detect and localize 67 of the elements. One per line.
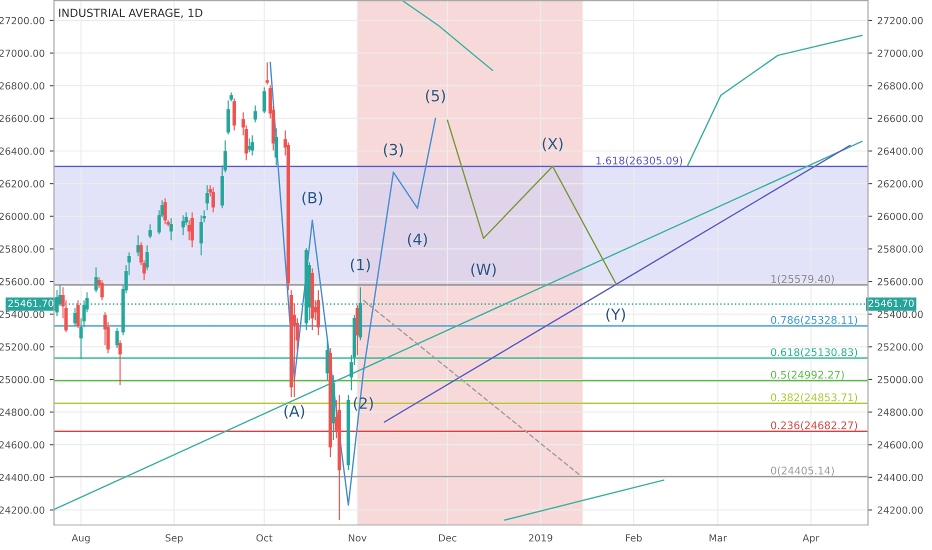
annotation: (A) — [284, 405, 304, 419]
candlestick — [145, 244, 149, 271]
ref-line-label: 0.618(25130.83) — [771, 348, 858, 358]
y2-tick-label: 25200.00 — [878, 343, 923, 351]
candlestick — [169, 218, 173, 241]
candlestick — [254, 104, 257, 123]
x-tick-label: Dec — [439, 534, 456, 542]
y2-tick-label: 26600.00 — [878, 114, 923, 122]
annotation: (3) — [384, 144, 403, 158]
x-tick-label: Mar — [710, 534, 727, 542]
y2-tick-label: 26200.00 — [878, 180, 923, 188]
y2-tick-label: 25600.00 — [878, 278, 923, 286]
candlestick — [190, 212, 194, 248]
candlestick — [274, 128, 278, 166]
y2-tick-label: 24800.00 — [878, 408, 923, 416]
ref-line-label: 0.5(24992.27) — [771, 370, 844, 380]
x-tick-label: 2019 — [528, 534, 552, 542]
candlestick — [115, 328, 119, 349]
line-series — [687, 34, 863, 166]
x-tick-label: Feb — [626, 534, 642, 542]
x-tick-label: Sep — [166, 534, 183, 544]
candlestick — [262, 86, 266, 114]
ref-line-label: 0.236(24682.27) — [771, 421, 858, 430]
y2-tick-label: 25000.00 — [878, 376, 923, 384]
candlestick — [250, 134, 254, 156]
annotation: (5) — [426, 90, 445, 104]
y2-tick-label: 27000.00 — [878, 50, 923, 57]
y2-tick-label: 26800.00 — [878, 82, 923, 90]
ref-line-label: 1.618(26305.09) — [596, 156, 682, 166]
ref-line-label: 0(24405.14) — [771, 466, 834, 476]
ref-line-label: 1(25579.40) — [771, 274, 834, 284]
y2-tick-label: 25400.00 — [878, 310, 923, 318]
candlestick — [232, 98, 236, 131]
candlestick — [326, 340, 330, 381]
x-tick-label: Nov — [348, 534, 367, 542]
candlestick — [181, 214, 185, 236]
y2-tick-label: 24600.00 — [878, 441, 923, 449]
annotation: (W) — [471, 263, 496, 277]
candlestick — [148, 224, 152, 239]
ref-line-label: 0.382(24853.71) — [771, 393, 858, 403]
candlestick — [94, 266, 98, 293]
ref-line-label: 0.786(25328.11) — [771, 316, 858, 326]
candlestick — [266, 62, 269, 85]
line-series — [402, 0, 494, 72]
text: INDUSTRIAL AVERAGE, 1D — [59, 8, 202, 18]
annotation: (4) — [408, 233, 427, 247]
candlestick — [100, 280, 104, 301]
annotation: (Y) — [606, 308, 626, 322]
x-tick-label: Aug — [72, 534, 90, 544]
annotation: (1) — [350, 258, 370, 272]
y2-tick-label: 24400.00 — [878, 474, 923, 482]
text: 25461.70 — [868, 300, 914, 307]
y2-tick-label: 25800.00 — [878, 245, 923, 253]
ref-line-label: 25461.70 — [8, 300, 54, 307]
candlestick — [76, 300, 80, 329]
annotation: (X) — [542, 138, 562, 152]
y2-tick-label: 24200.00 — [878, 506, 923, 514]
candlestick — [163, 198, 167, 225]
x-tick-label: Apr — [802, 534, 820, 544]
candlestick — [211, 186, 215, 213]
y2-tick-label: 27200.00 — [878, 16, 923, 24]
y2-tick-label: 26400.00 — [878, 147, 923, 155]
x-tick-label: Oct — [256, 534, 272, 542]
candlestick — [118, 340, 122, 386]
y2-tick-label: 26000.00 — [878, 212, 923, 220]
candlestick — [205, 184, 209, 211]
annotation: (B) — [302, 192, 322, 206]
